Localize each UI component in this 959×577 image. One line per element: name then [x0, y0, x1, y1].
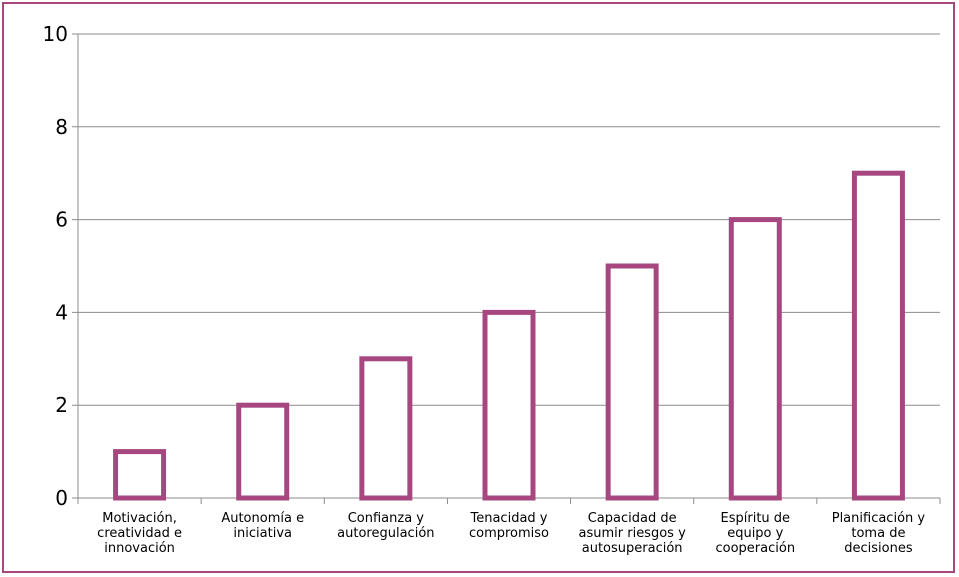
x-tick-label-line: toma de — [851, 526, 905, 541]
x-tick-label-line: Espíritu de — [721, 511, 791, 526]
bar — [851, 170, 905, 501]
x-tick-label: Tenacidad y compromiso — [469, 511, 549, 541]
x-tick-label-line: Planificación y — [832, 511, 926, 526]
x-tick-label: Confianza y autoregulación — [337, 511, 434, 541]
y-tick-label: 6 — [55, 208, 68, 232]
bar — [605, 263, 659, 501]
x-tick-label-line: autoregulación — [337, 526, 434, 541]
x-tick-label-line: Tenacidad y — [470, 511, 548, 526]
x-tick-label-line: iniciativa — [233, 526, 292, 541]
x-tick-label: Espíritu de equipo y cooperación — [715, 511, 795, 556]
x-tick-label-line: autosuperación — [582, 541, 683, 556]
x-tick-label-line: compromiso — [469, 526, 549, 541]
bar — [113, 449, 167, 501]
x-tick-label-line: creatividad e — [97, 526, 182, 541]
x-tick-label: Capacidad de asumir riesgos y autosuperaci… — [579, 511, 687, 556]
x-tick-label: Planificación y toma de decisiones — [832, 511, 926, 556]
x-tick-label-line: decisiones — [844, 541, 913, 556]
y-tick-label: 2 — [55, 393, 68, 417]
x-tick-label-line: Autonomía e — [221, 511, 304, 526]
bar — [728, 217, 782, 501]
x-tick-label-line: cooperación — [715, 541, 795, 556]
x-tick-label-line: equipo y — [727, 526, 783, 541]
x-tick-label-line: Confianza y — [348, 511, 425, 526]
y-tick-label: 10 — [43, 22, 68, 46]
x-tick-label-line: innovación — [104, 541, 175, 556]
y-tick-label: 8 — [55, 115, 68, 139]
y-tick-label: 0 — [55, 486, 68, 510]
y-tick-label: 4 — [55, 300, 68, 324]
x-tick-label-line: Motivación, — [102, 511, 177, 526]
x-tick-label: Autonomía e iniciativa — [221, 511, 304, 541]
bar — [236, 402, 290, 501]
x-tick-label-line: asumir riesgos y — [579, 526, 687, 541]
bar — [359, 356, 413, 501]
x-tick-label-line: Capacidad de — [588, 511, 677, 526]
bar — [482, 309, 536, 501]
x-tick-label: Motivación, creatividad e innovación — [97, 511, 182, 556]
